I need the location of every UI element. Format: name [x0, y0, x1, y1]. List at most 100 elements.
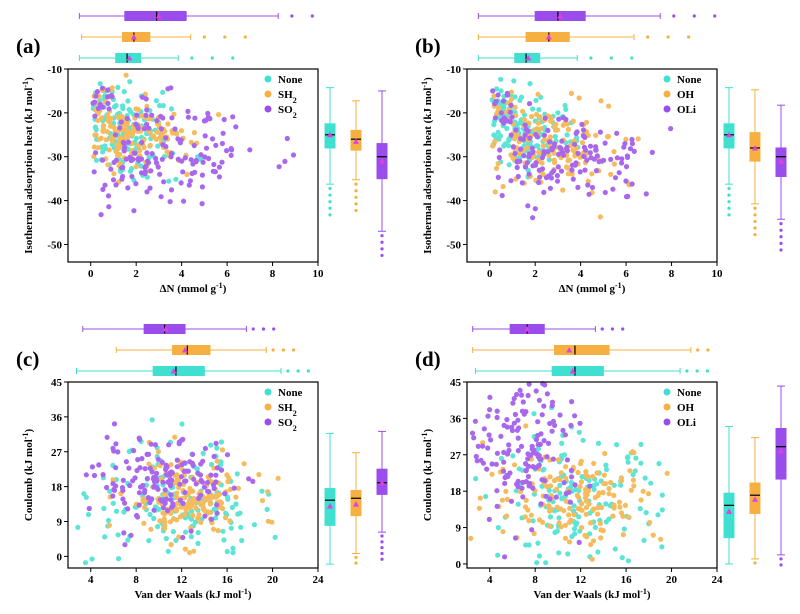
data-point	[530, 464, 536, 470]
outlier	[727, 200, 731, 204]
data-point	[518, 392, 525, 398]
data-point	[112, 132, 119, 138]
data-point	[148, 441, 154, 447]
data-point	[142, 504, 148, 511]
data-point	[503, 488, 509, 494]
data-point	[547, 514, 554, 520]
data-point	[148, 168, 154, 174]
data-point	[147, 465, 153, 471]
data-point	[214, 458, 220, 464]
data-point	[120, 173, 126, 180]
data-point	[190, 451, 196, 457]
y-tick-label: -10	[47, 64, 62, 76]
plot-frame	[466, 381, 718, 569]
data-point	[187, 505, 193, 511]
data-point	[100, 149, 106, 155]
y-tick-label: -20	[446, 108, 461, 120]
data-point	[532, 162, 539, 168]
mean-marker	[752, 496, 758, 502]
data-point	[517, 158, 523, 164]
data-point	[168, 492, 174, 498]
data-point	[177, 514, 184, 520]
panel-label: (c)	[16, 347, 39, 371]
data-point	[182, 495, 188, 501]
x-tick-label: 2	[532, 268, 538, 280]
outlier	[646, 35, 650, 39]
data-point	[144, 103, 150, 109]
data-point	[554, 476, 561, 482]
data-point	[106, 106, 112, 112]
data-point	[256, 472, 262, 478]
data-point	[222, 491, 228, 497]
data-point	[495, 92, 501, 98]
data-point	[144, 475, 150, 482]
data-point	[108, 166, 114, 172]
data-point	[218, 439, 225, 445]
data-point	[178, 180, 184, 186]
y-tick-label: 45	[450, 377, 462, 389]
data-point	[549, 428, 555, 434]
data-point	[506, 442, 512, 448]
x-tick-label: 20	[666, 574, 678, 586]
data-point	[530, 518, 536, 524]
data-point	[571, 526, 578, 532]
outlier	[610, 327, 615, 331]
data-point	[664, 470, 670, 476]
data-point	[169, 477, 175, 483]
data-point	[250, 478, 256, 484]
data-point	[181, 468, 187, 474]
data-point	[221, 116, 227, 123]
data-point	[594, 153, 600, 159]
outlier	[291, 348, 296, 352]
data-point	[595, 549, 601, 555]
outlier	[685, 369, 689, 373]
data-point	[587, 143, 594, 149]
data-point	[165, 508, 171, 514]
data-point	[556, 515, 562, 521]
data-point	[151, 515, 157, 522]
data-point	[166, 442, 172, 448]
data-point	[200, 501, 206, 507]
y-tick-label: 0	[57, 551, 63, 563]
data-point	[113, 182, 119, 188]
data-point	[200, 450, 206, 456]
data-point	[93, 93, 99, 99]
data-point	[628, 487, 634, 493]
data-point	[167, 470, 173, 476]
data-point	[491, 93, 497, 99]
legend-label: SO2	[278, 417, 297, 433]
data-point	[219, 140, 225, 147]
data-point	[103, 137, 109, 143]
data-point	[125, 139, 132, 145]
outlier	[666, 35, 670, 39]
data-point	[556, 550, 562, 556]
data-point	[227, 518, 233, 524]
data-point	[215, 528, 221, 534]
data-point	[497, 147, 503, 153]
data-point	[562, 432, 569, 438]
data-point	[111, 171, 117, 177]
data-point	[500, 468, 507, 474]
outlier	[290, 14, 294, 18]
data-point	[631, 148, 637, 154]
data-point	[603, 501, 609, 507]
data-point	[97, 81, 103, 87]
data-point	[589, 171, 595, 177]
legend-marker	[264, 418, 272, 426]
data-point	[191, 548, 197, 554]
data-point	[473, 476, 479, 482]
data-point	[155, 456, 161, 462]
data-point	[547, 474, 553, 480]
data-point	[610, 513, 616, 519]
data-point	[158, 126, 164, 132]
data-point	[566, 519, 573, 526]
data-point	[622, 502, 629, 508]
data-point	[571, 512, 577, 518]
data-point	[189, 170, 195, 177]
data-point	[535, 120, 542, 126]
data-point	[559, 440, 565, 446]
data-point	[121, 141, 127, 147]
data-point	[545, 127, 551, 133]
data-point	[555, 110, 561, 116]
